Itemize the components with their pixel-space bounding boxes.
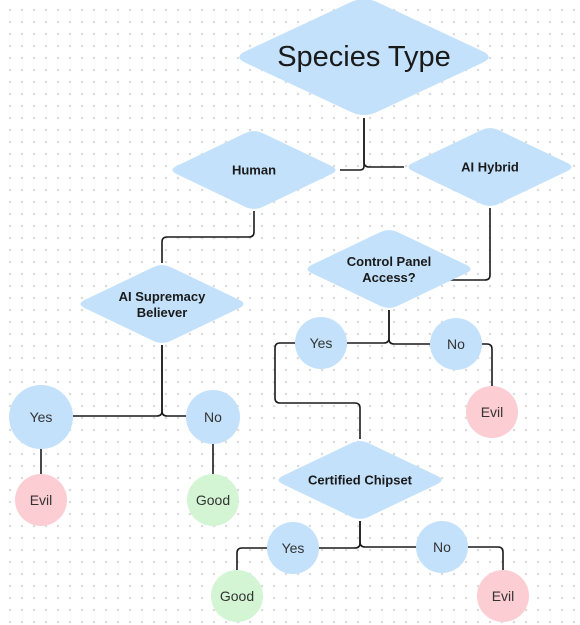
label-ai-supremacy-believer: AI Supremacy Believer	[119, 289, 206, 320]
label-chip-yes: Yes	[282, 540, 305, 556]
node-chip-no: No	[416, 521, 468, 573]
diamond-shape-certified-chipset	[278, 441, 442, 519]
node-human-good: Good	[187, 474, 239, 526]
node-cp-yes: Yes	[295, 317, 347, 369]
node-species-type: Species Type	[239, 0, 489, 116]
circle-shape-cp-evil	[466, 386, 518, 438]
circle-shape-chip-good	[211, 570, 263, 622]
connector-certified-chipset-to-chip-no	[359, 521, 416, 548]
node-ai-supremacy-believer: AI Supremacy Believer	[80, 265, 244, 343]
label-control-panel-access: Control Panel Access?	[347, 254, 432, 285]
connector-ai-supremacy-believer-to-human-yes	[73, 345, 163, 417]
node-ai-hybrid: AI Hybrid	[408, 128, 572, 206]
label-cp-evil: Evil	[481, 404, 504, 420]
circle-shape-human-no	[186, 390, 240, 444]
label-human: Human	[232, 163, 276, 178]
connector-control-panel-access-to-cp-no	[388, 310, 430, 345]
connector-chip-yes-to-chip-good	[236, 547, 267, 570]
label-human-good: Good	[196, 492, 230, 508]
diamond-shape-ai-supremacy-believer	[80, 265, 244, 343]
node-cp-no: No	[430, 318, 482, 370]
label-chip-no: No	[433, 539, 451, 555]
node-human: Human	[172, 131, 336, 209]
circle-shape-human-yes	[9, 385, 73, 449]
node-control-panel-access: Control Panel Access?	[307, 230, 471, 308]
label-ai-hybrid: AI Hybrid	[461, 160, 519, 175]
label-species-type: Species Type	[277, 41, 451, 73]
label-human-evil: Evil	[30, 492, 53, 508]
connector-certified-chipset-to-chip-yes	[319, 521, 361, 549]
connector-lines	[40, 118, 504, 570]
label-chip-evil: Evil	[492, 588, 515, 604]
label-chip-good: Good	[220, 588, 254, 604]
connector-cp-no-to-cp-evil	[482, 343, 493, 386]
node-human-no: No	[186, 390, 240, 444]
diamond-shape-control-panel-access	[307, 230, 471, 308]
diamond-shape-human	[172, 131, 336, 209]
connector-ai-hybrid-to-control-panel-access	[430, 208, 491, 281]
diamond-shape-species-type	[239, 0, 489, 116]
connector-control-panel-access-to-cp-yes	[347, 310, 390, 344]
label-certified-chipset: Certified Chipset	[308, 473, 413, 488]
circle-shape-chip-no	[416, 521, 468, 573]
node-chip-good: Good	[211, 570, 263, 622]
node-chip-yes: Yes	[267, 522, 319, 574]
connector-ai-supremacy-believer-to-human-no	[161, 345, 186, 417]
connector-species-type-to-human	[340, 118, 365, 171]
connector-species-type-to-ai-hybrid	[363, 118, 404, 168]
node-human-evil: Evil	[15, 474, 67, 526]
node-certified-chipset: Certified Chipset	[278, 441, 442, 519]
diagram-nodes: Species Type Human AI Hybrid AI Supremacy Be…	[9, 0, 572, 622]
label-cp-no: No	[447, 336, 465, 352]
connector-chip-no-to-chip-evil	[468, 546, 504, 570]
node-chip-evil: Evil	[477, 570, 529, 622]
node-human-yes: Yes	[9, 385, 73, 449]
label-human-yes: Yes	[30, 409, 53, 425]
circle-shape-chip-yes	[267, 522, 319, 574]
node-cp-evil: Evil	[466, 386, 518, 438]
connector-human-to-ai-supremacy-believer	[161, 211, 255, 263]
circle-shape-cp-no	[430, 318, 482, 370]
label-human-no: No	[204, 409, 222, 425]
label-cp-yes: Yes	[310, 335, 333, 351]
circle-shape-chip-evil	[477, 570, 529, 622]
circle-shape-human-good	[187, 474, 239, 526]
diamond-shape-ai-hybrid	[408, 128, 572, 206]
circle-shape-human-evil	[15, 474, 67, 526]
connector-cp-yes-to-certified-chipset	[274, 342, 361, 439]
circle-shape-cp-yes	[295, 317, 347, 369]
